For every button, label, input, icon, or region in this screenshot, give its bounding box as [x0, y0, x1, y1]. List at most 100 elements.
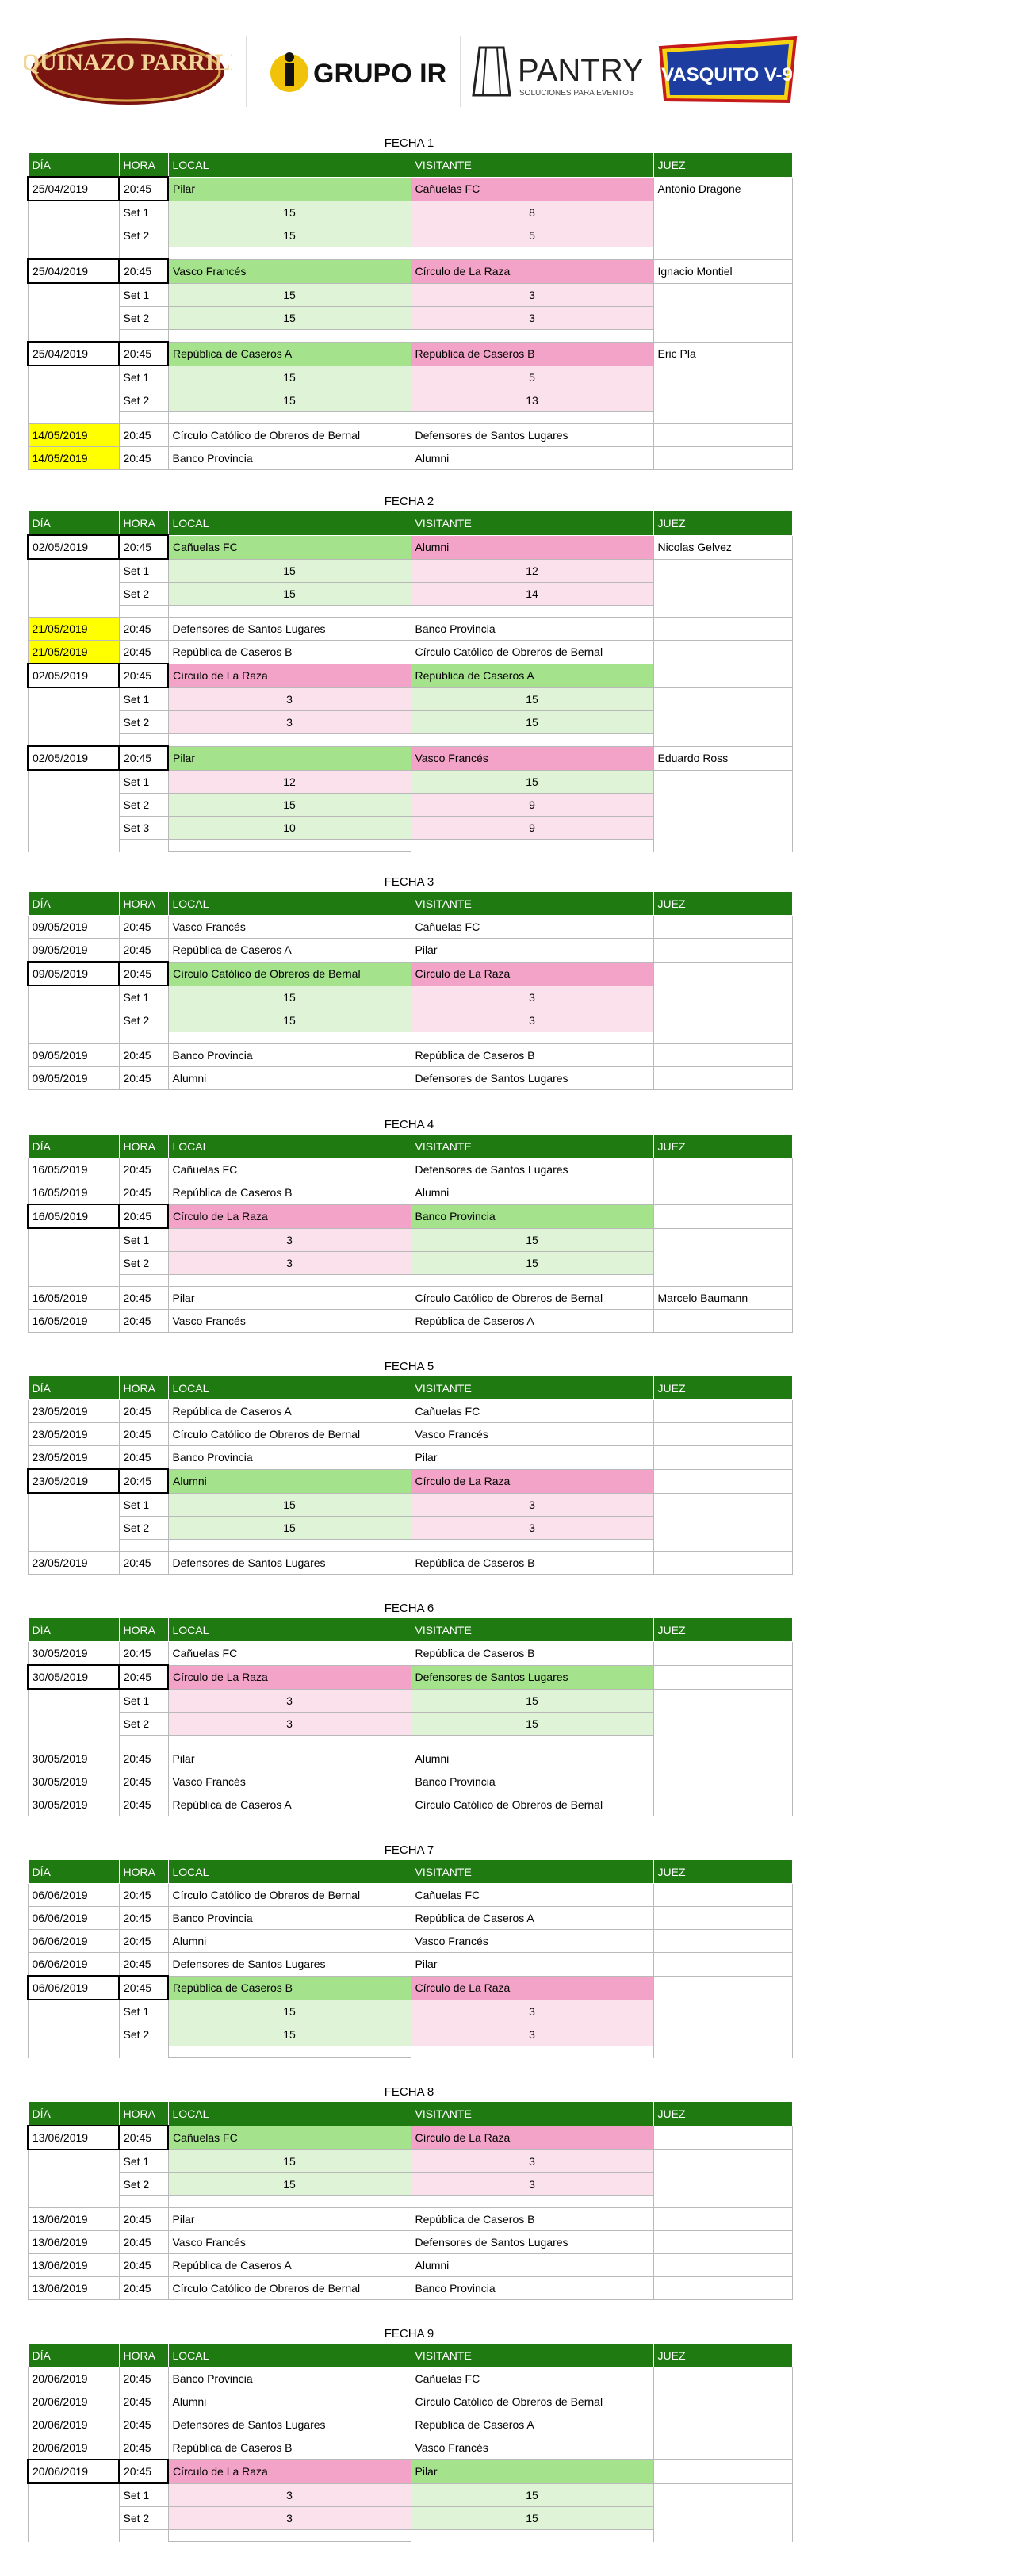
set-row: Set 2 3 15 — [27, 1251, 793, 1275]
spacer-row — [27, 2529, 793, 2542]
dia-cell: 09/05/2019 — [27, 1043, 120, 1067]
juez-cell — [653, 1066, 793, 1090]
set-blank-cell — [653, 1516, 793, 1540]
col-header-visitante: VISITANTE — [410, 511, 654, 536]
set-blank-cell — [27, 1516, 120, 1540]
local-team-cell: Círculo Católico de Obreros de Bernal — [167, 2276, 411, 2300]
visitante-team-cell: Círculo de La Raza — [410, 1975, 654, 2000]
juez-cell — [653, 2436, 793, 2460]
pantry-text: PANTRY — [518, 53, 644, 88]
hora-cell: 20:45 — [118, 423, 169, 447]
visitante-team-cell: Vasco Francés — [410, 2436, 654, 2460]
juez-cell: Nicolas Gelvez — [653, 534, 793, 560]
local-team-cell: Banco Provincia — [167, 1906, 411, 1930]
col-header-local: LOCAL — [167, 511, 411, 536]
visitante-team-cell: Cañuelas FC — [410, 915, 654, 939]
fecha-title: FECHA 4 — [384, 1118, 434, 1131]
set-visitante-score: 3 — [410, 306, 654, 330]
visitante-team-cell: Círculo Católico de Obreros de Bernal — [410, 640, 654, 664]
set-visitante-score: 15 — [410, 769, 654, 794]
visitante-team-cell: República de Caseros B — [410, 1043, 654, 1067]
dia-cell: 02/05/2019 — [27, 663, 120, 688]
juez-cell: Antonio Dragone — [653, 176, 793, 201]
set-label: Set 1 — [118, 1227, 169, 1252]
fecha-section: FECHA 4 DÍA HORA LOCAL VISITANTE JUEZ 16/05/20… — [27, 1116, 793, 1333]
col-header-juez: JUEZ — [653, 1859, 793, 1884]
match-row: 14/05/2019 20:45 Banco Provincia Alumni — [27, 446, 793, 470]
set-visitante-score: 3 — [410, 1009, 654, 1032]
juez-cell — [653, 1664, 793, 1690]
set-blank-cell — [27, 1712, 120, 1736]
local-team-cell: Pilar — [167, 176, 411, 201]
set-label: Set 2 — [118, 389, 169, 412]
match-row: 09/05/2019 20:45 República de Caseros A Pil… — [27, 938, 793, 963]
dia-cell: 06/06/2019 — [27, 1952, 120, 1977]
esquinazo-parrilla-logo: ESQUINAZO PARRILLA — [24, 32, 232, 111]
fecha-title: FECHA 8 — [384, 2085, 434, 2099]
spacer-row — [27, 2195, 793, 2208]
spacer-row — [27, 2046, 793, 2058]
match-row: 23/05/2019 20:45 Círculo Católico de Obrer… — [27, 1422, 793, 1446]
dia-cell: 30/05/2019 — [27, 1747, 120, 1770]
local-team-cell: Cañuelas FC — [167, 1641, 411, 1666]
col-header-dia: DÍA — [27, 1617, 120, 1642]
juez-cell — [653, 2413, 793, 2436]
col-header-hora: HORA — [118, 2343, 169, 2367]
fecha-section: FECHA 8 DÍA HORA LOCAL VISITANTE JUEZ 13/06/20… — [27, 2084, 793, 2300]
juez-cell — [653, 617, 793, 641]
dia-cell: 23/05/2019 — [27, 1399, 120, 1423]
col-header-dia: DÍA — [27, 1134, 120, 1158]
set-local-score: 3 — [167, 1688, 411, 1713]
hora-cell: 20:45 — [118, 1445, 169, 1470]
juez-cell: Eric Pla — [653, 341, 793, 366]
juez-cell — [653, 1551, 793, 1575]
hora-cell: 20:45 — [118, 1468, 169, 1494]
set-label: Set 1 — [118, 200, 169, 224]
fixture-table: DÍA HORA LOCAL VISITANTE JUEZ 13/06/2019 20:45… — [27, 2101, 793, 2300]
hora-cell: 20:45 — [118, 341, 169, 366]
set-blank-cell — [27, 201, 120, 224]
hora-cell: 20:45 — [118, 2253, 169, 2277]
match-row: 14/05/2019 20:45 Círculo Católico de Obrer… — [27, 423, 793, 447]
visitante-team-cell: Cañuelas FC — [410, 2367, 654, 2390]
juez-cell — [653, 938, 793, 963]
dia-cell: 06/06/2019 — [27, 1929, 120, 1953]
dia-cell: 30/05/2019 — [27, 1664, 120, 1690]
juez-cell — [653, 915, 793, 939]
local-team-cell: Vasco Francés — [167, 1770, 411, 1793]
dia-cell: 06/06/2019 — [27, 1906, 120, 1930]
fecha-section: FECHA 2 DÍA HORA LOCAL VISITANTE JUEZ 02/05/20… — [27, 493, 793, 852]
local-team-cell: Vasco Francés — [167, 2230, 411, 2254]
set-label: Set 2 — [118, 710, 169, 734]
set-local-score: 15 — [167, 306, 411, 330]
col-header-local: LOCAL — [167, 152, 411, 178]
set-label: Set 1 — [118, 1999, 169, 2023]
set-visitante-score: 3 — [410, 985, 654, 1009]
local-team-cell: Defensores de Santos Lugares — [167, 2413, 411, 2436]
visitante-team-cell: Banco Provincia — [410, 1204, 654, 1229]
local-team-cell: Vasco Francés — [167, 915, 411, 939]
juez-cell: Marcelo Baumann — [653, 1286, 793, 1310]
fecha-title: FECHA 1 — [384, 136, 434, 150]
fecha-section: FECHA 1 DÍA HORA LOCAL VISITANTE JUEZ 25/04/20… — [27, 135, 793, 470]
col-header-local: LOCAL — [167, 2343, 411, 2367]
set-blank-cell — [27, 687, 120, 711]
match-row: 13/06/2019 20:45 Cañuelas FC Círculo de La … — [27, 2125, 793, 2150]
col-header-dia: DÍA — [27, 1376, 120, 1400]
fixture-table: DÍA HORA LOCAL VISITANTE JUEZ 23/05/2019 20:45… — [27, 1376, 793, 1575]
visitante-team-cell: Cañuelas FC — [410, 1883, 654, 1907]
visitante-team-cell: República de Caseros B — [410, 341, 654, 366]
match-row: 30/05/2019 20:45 Vasco Francés Banco Provin… — [27, 1770, 793, 1793]
visitante-team-cell: República de Caseros B — [410, 2207, 654, 2231]
hora-cell: 20:45 — [118, 2230, 169, 2254]
dia-cell: 30/05/2019 — [27, 1793, 120, 1816]
hora-cell: 20:45 — [118, 915, 169, 939]
match-row: 06/06/2019 20:45 Banco Provincia República … — [27, 1906, 793, 1930]
set-blank-cell — [653, 2149, 793, 2173]
spacer-row — [27, 411, 793, 424]
set-visitante-score: 3 — [410, 2149, 654, 2173]
visitante-team-cell: Defensores de Santos Lugares — [410, 1664, 654, 1690]
set-row: Set 2 3 15 — [27, 2506, 793, 2530]
col-header-visitante: VISITANTE — [410, 2101, 654, 2126]
col-header-juez: JUEZ — [653, 1134, 793, 1158]
